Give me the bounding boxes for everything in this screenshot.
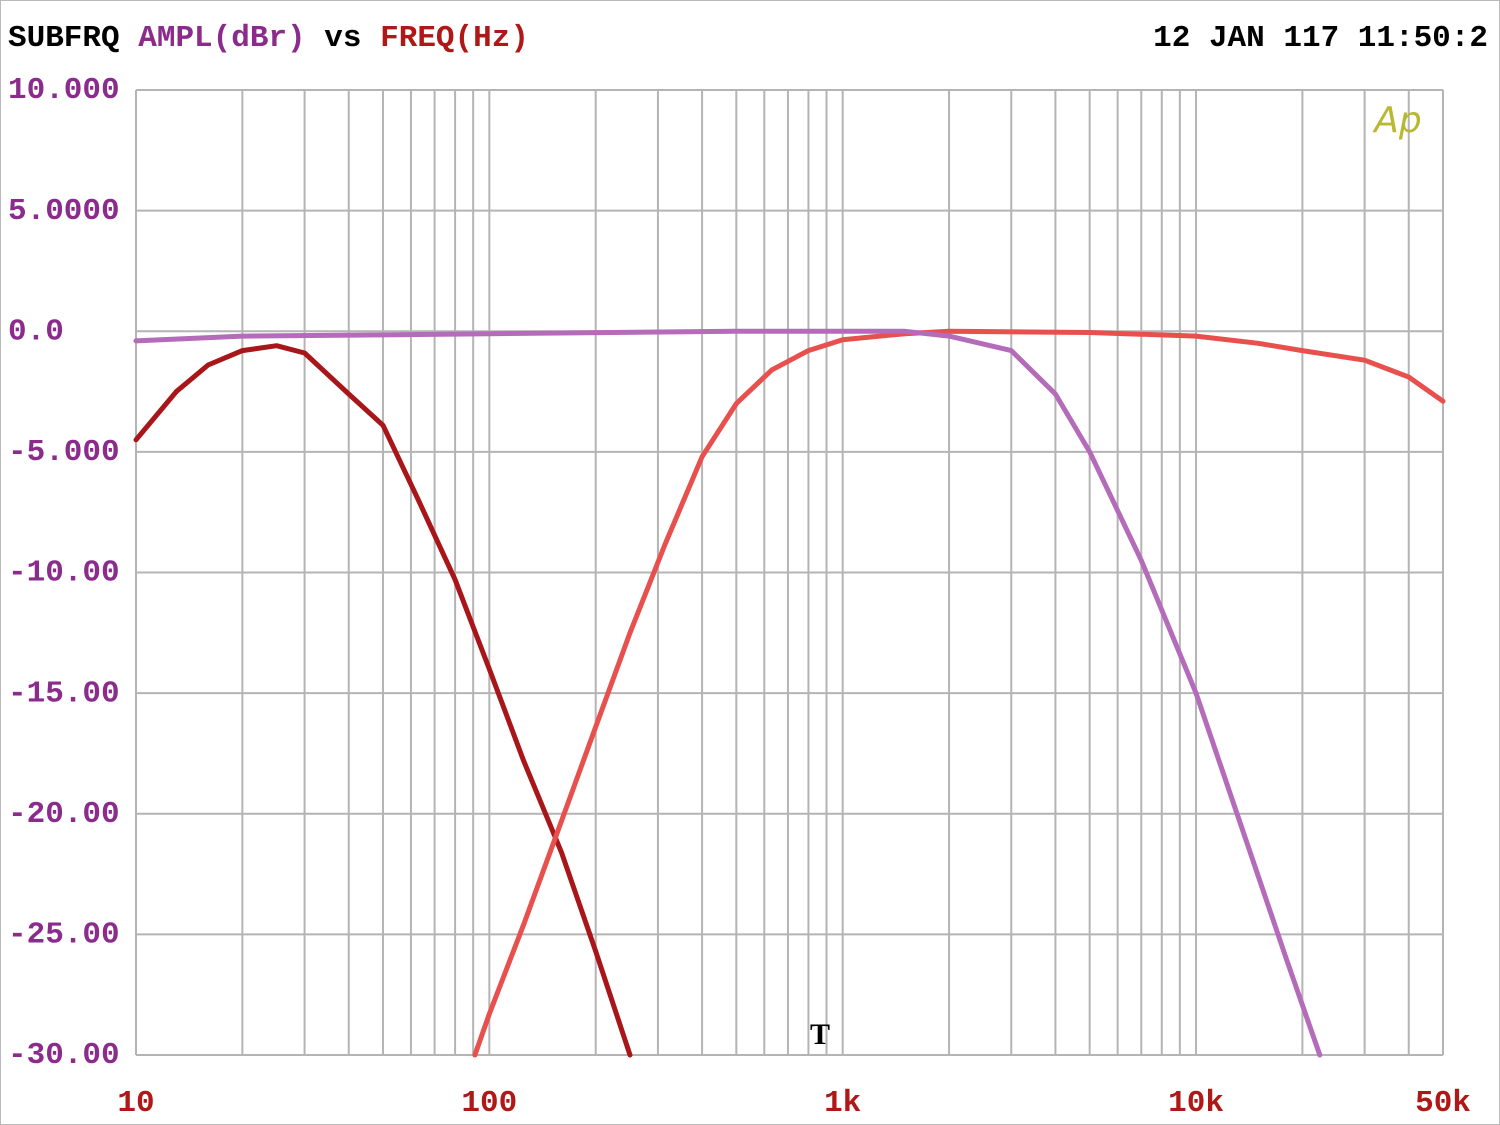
y-tick-label: -20.00 (8, 797, 120, 832)
y-tick-label: -10.00 (8, 556, 120, 591)
x-tick-label: 10 (117, 1086, 154, 1121)
x-tick-label: 100 (461, 1086, 517, 1121)
y-tick-label: 10.000 (8, 73, 120, 108)
x-tick-label: 1k (824, 1086, 861, 1121)
title-part: FREQ(Hz) (380, 21, 529, 56)
x-tick-label: 50k (1415, 1086, 1471, 1121)
series-line (472, 328, 1446, 1058)
y-tick-label: -25.00 (8, 918, 120, 953)
series-line (133, 328, 1323, 1058)
y-tick-label: 5.0000 (8, 194, 120, 229)
timestamp: 12 JAN 117 11:50:2 (1153, 21, 1488, 56)
x-tick-label: 10k (1168, 1086, 1224, 1121)
title-part: vs (324, 21, 361, 56)
chart-title: SUBFRQ AMPL(dBr) vs FREQ(Hz) (8, 21, 529, 56)
series-line (133, 343, 633, 1058)
title-part: SUBFRQ (8, 21, 120, 56)
marker: T (810, 1018, 830, 1051)
y-tick-label: -5.000 (8, 435, 120, 470)
y-tick-label: 0.0 (8, 314, 64, 349)
y-tick-label: -15.00 (8, 676, 120, 711)
y-tick-label: -30.00 (8, 1038, 120, 1073)
title-part: AMPL(dBr) (138, 21, 305, 56)
logo: Ap (1372, 100, 1421, 141)
